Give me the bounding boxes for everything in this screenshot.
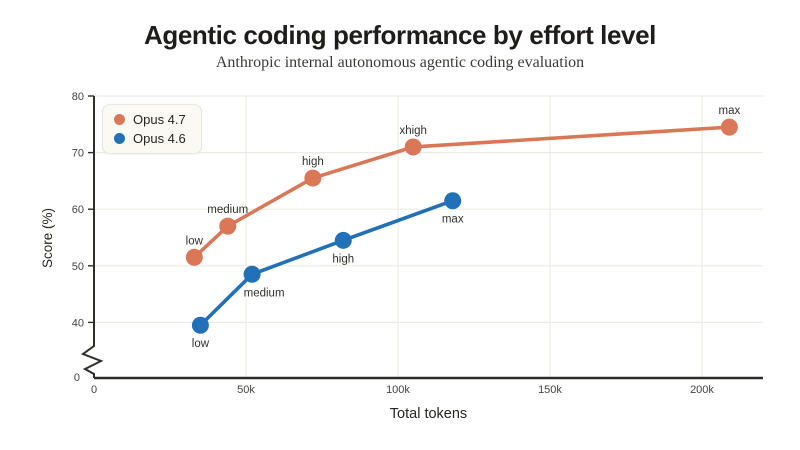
data-point-opus-4-6-max: [444, 192, 462, 210]
data-point-opus-4-7-high: [304, 169, 322, 187]
y-tick-label: 70: [72, 148, 84, 160]
data-point-label: high: [332, 253, 354, 265]
x-tick-label: 150k: [538, 384, 562, 396]
series-line-opus-4-6: [198, 198, 455, 328]
data-point-label: high: [302, 156, 324, 168]
data-point-opus-4-7-xhigh: [404, 138, 422, 156]
y-tick-label: 60: [72, 204, 84, 216]
legend-item-opus-4-7: Opus 4.7: [114, 112, 186, 127]
data-point-label: xhigh: [399, 125, 427, 137]
y-axis-label: Score (%): [40, 208, 55, 269]
data-point-opus-4-6-low: [191, 316, 209, 334]
legend-swatch-icon: [114, 114, 125, 125]
y-axis-line-with-break: [80, 96, 104, 378]
data-point-label: max: [718, 105, 740, 117]
x-tick-label: 0: [91, 384, 97, 396]
page-subtitle: Anthropic internal autonomous agentic co…: [215, 54, 585, 71]
legend: Opus 4.7 Opus 4.6: [102, 104, 202, 154]
x-tick-label: 100k: [386, 384, 410, 396]
data-point-label: low: [186, 235, 204, 247]
data-point-label: medium: [244, 287, 285, 299]
data-point-label: max: [442, 214, 464, 226]
x-tick-label: 50k: [237, 384, 255, 396]
y-tick-label: 50: [72, 261, 84, 273]
legend-item-label: Opus 4.7: [133, 112, 186, 127]
x-axis-label: Total tokens: [389, 406, 468, 422]
y-tick-label: 0: [74, 372, 80, 384]
data-point-opus-4-6-medium: [243, 265, 261, 283]
data-point-label: low: [192, 338, 210, 350]
data-point-opus-4-7-max: [720, 118, 738, 136]
legend-swatch-icon: [114, 133, 125, 144]
data-point-opus-4-6-high: [334, 231, 352, 249]
data-point-label: medium: [207, 204, 248, 216]
legend-item-label: Opus 4.6: [133, 131, 186, 146]
data-point-opus-4-7-medium: [219, 217, 237, 235]
legend-item-opus-4-6: Opus 4.6: [114, 131, 186, 146]
x-tick-label: 200k: [690, 384, 714, 396]
y-tick-label: 80: [72, 91, 84, 103]
series-line-opus-4-7: [192, 125, 732, 260]
y-tick-label: 40: [72, 317, 84, 329]
page-title: Agentic coding performance by effort lev…: [144, 20, 656, 50]
data-point-opus-4-7-low: [185, 248, 203, 266]
